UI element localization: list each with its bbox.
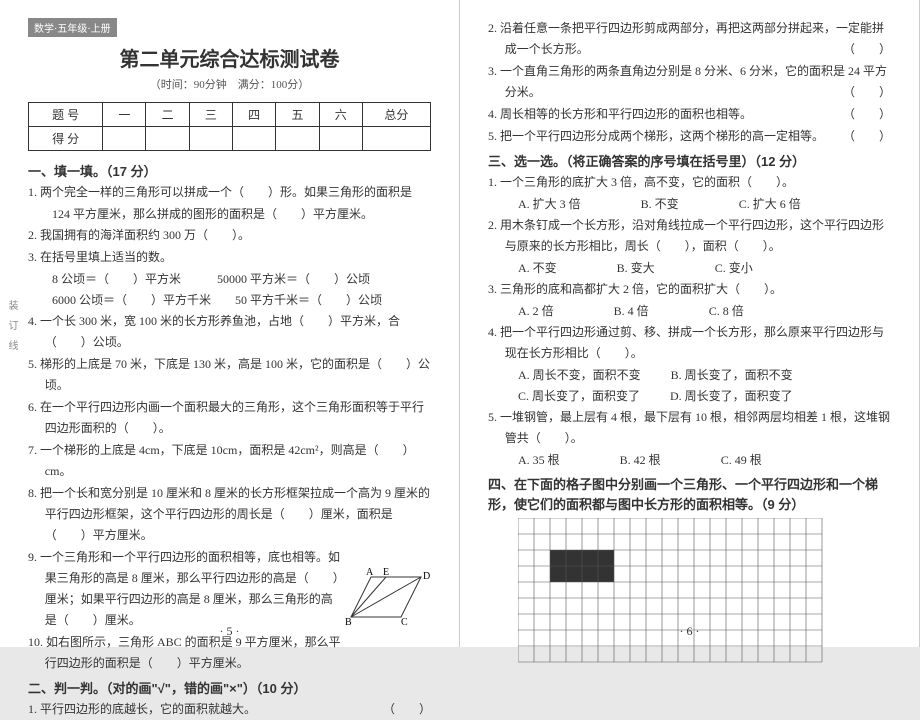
section-2: 二、判一判。（对的画"√"，错的画"×"）（10 分） [28,678,431,697]
blank-paren: （ ） [860,39,891,60]
score-header-cell: 六 [319,103,362,127]
parallelogram-figure: A E D B C [341,567,431,627]
q2-3-text: 3. 一个直角三角形的两条直角边分别是 8 分米、6 分米，它的面积是 24 平… [488,64,887,99]
score-header-cell: 总分 [362,103,430,127]
q3-1-options: A. 扩大 3 倍 B. 不变 C. 扩大 6 倍 [488,194,891,215]
opt-c: C. 扩大 6 倍 [739,194,801,215]
score-header-cell: 一 [103,103,146,127]
q3-3: 3. 三角形的底和高都扩大 2 倍，它的面积扩大（ ）。 [488,279,891,300]
q2-3: 3. 一个直角三角形的两条直角边分别是 8 分米、6 分米，它的面积是 24 平… [488,61,891,103]
opt-a: A. 周长不变，面积不变 [518,365,641,386]
q1-5: 5. 梯形的上底是 70 米，下底是 130 米，高是 100 米，它的面积是（… [28,354,431,396]
q1-1b: 124 平方厘米，那么拼成的图形的面积是（ ）平方厘米。 [28,204,431,225]
label-A: A [366,567,374,578]
q3-5: 5. 一堆钢管，最上层有 4 根，最下层有 10 根，相邻两层均相差 1 根，这… [488,407,891,449]
q3-2: 2. 用木条钉成一个长方形，沿对角线拉成一个平行四边形，这个平行四边形与原来的长… [488,215,891,257]
opt-c: C. 周长变了，面积变了 [518,386,640,407]
q3-4: 4. 把一个平行四边形通过剪、移、拼成一个长方形，那么原来平行四边形与现在长方形… [488,322,891,364]
q2-4-text: 4. 周长相等的长方形和平行四边形的面积也相等。 [488,107,752,121]
q3-3-options: A. 2 倍 B. 4 倍 C. 8 倍 [488,301,891,322]
binding-mark: 装 订 线 [4,300,19,350]
q2-2: 2. 沿着任意一条把平行四边形剪成两部分，再把这两部分拼起来，一定能拼成一个长方… [488,18,891,60]
section-4: 四、在下面的格子图中分别画一个三角形、一个平行四边形和一个梯形，使它们的面积都与… [488,475,891,514]
blank-paren: （ ） [400,699,431,720]
grade-badge: 数学·五年级·上册 [28,18,117,37]
q1-9: 9. 一个三角形和一个平行四边形的面积相等，底也相等。如果三角形的高是 8 厘米… [28,547,342,631]
opt-a: A. 不变 [518,258,557,279]
section-1: 一、填一填。（17 分） [28,161,431,180]
opt-a: A. 2 倍 [518,301,554,322]
opt-b: B. 42 根 [620,450,661,471]
blank-paren: （ ） [860,126,891,147]
opt-b: B. 周长变了，面积不变 [671,365,793,386]
q3-2-options: A. 不变 B. 变大 C. 变小 [488,258,891,279]
label-D: D [423,571,430,582]
score-header-row: 题 号 一 二 三 四 五 六 总分 [29,103,431,127]
opt-a: A. 扩大 3 倍 [518,194,581,215]
q1-4: 4. 一个长 300 米，宽 100 米的长方形养鱼池，占地（ ）平方米，合（ … [28,311,431,353]
q1-6: 6. 在一个平行四边形内画一个面积最大的三角形，这个三角形面积等于平行四边形面积… [28,397,431,439]
score-header-cell: 题 号 [29,103,103,127]
opt-c: C. 8 倍 [709,301,744,322]
q3-1: 1. 一个三角形的底扩大 3 倍，高不变，它的面积（ ）。 [488,172,891,193]
q1-3: 3. 在括号里填上适当的数。 [28,247,431,268]
page-number-right: · 6 · [460,624,919,639]
score-value-row: 得 分 [29,127,431,151]
q1-8: 8. 把一个长和宽分别是 10 厘米和 8 厘米的长方形框架拉成一个高为 9 厘… [28,483,431,546]
q2-2-text: 2. 沿着任意一条把平行四边形剪成两部分，再把这两部分拼起来，一定能拼成一个长方… [488,21,884,56]
blank-paren: （ ） [860,104,891,125]
test-subtitle: （时间：90分钟 满分：100分） [28,76,431,92]
q1-3a: 8 公顷＝（ ）平方米 50000 平方米＝（ ）公顷 [28,269,431,290]
q3-5-options: A. 35 根 B. 42 根 C. 49 根 [488,450,891,471]
q2-5-text: 5. 把一个平行四边形分成两个梯形，这两个梯形的高一定相等。 [488,129,824,143]
q3-4-options-1: A. 周长不变，面积不变 B. 周长变了，面积不变 [488,365,891,386]
q2-1-text: 1. 平行四边形的底越长，它的面积就越大。 [28,702,256,716]
page-right: 2. 沿着任意一条把平行四边形剪成两部分，再把这两部分拼起来，一定能拼成一个长方… [460,0,920,647]
score-row-label: 得 分 [29,127,103,151]
opt-d: D. 周长变了，面积变了 [670,386,793,407]
score-header-cell: 四 [233,103,276,127]
q1-1: 1. 两个完全一样的三角形可以拼成一个（ ）形。如果三角形的面积是 [28,182,431,203]
opt-b: B. 变大 [617,258,655,279]
grid-figure [518,518,823,663]
opt-c: C. 变小 [715,258,753,279]
q2-4: 4. 周长相等的长方形和平行四边形的面积也相等。 （ ） [488,104,891,125]
opt-b: B. 4 倍 [614,301,649,322]
opt-a: A. 35 根 [518,450,560,471]
test-title: 第二单元综合达标测试卷 [28,43,431,72]
section-3: 三、选一选。（将正确答案的序号填在括号里）（12 分） [488,151,891,170]
score-header-cell: 五 [276,103,319,127]
q2-5: 5. 把一个平行四边形分成两个梯形，这两个梯形的高一定相等。 （ ） [488,126,891,147]
opt-b: B. 不变 [641,194,679,215]
q1-7: 7. 一个梯形的上底是 4cm，下底是 10cm，面积是 42cm²，则高是（ … [28,440,431,482]
opt-c: C. 49 根 [721,450,762,471]
page-number-left: · 5 · [0,624,459,639]
q1-3b: 6000 公顷＝（ ）平方千米 50 平方千米＝（ ）公顷 [28,290,431,311]
label-E: E [383,567,389,578]
score-header-cell: 三 [189,103,232,127]
blank-paren: （ ） [860,82,891,103]
q3-4-options-2: C. 周长变了，面积变了 D. 周长变了，面积变了 [488,386,891,407]
q1-2: 2. 我国拥有的海洋面积约 300 万（ ）。 [28,225,431,246]
score-header-cell: 二 [146,103,189,127]
page-left: 装 订 线 数学·五年级·上册 第二单元综合达标测试卷 （时间：90分钟 满分：… [0,0,460,647]
score-table: 题 号 一 二 三 四 五 六 总分 得 分 [28,102,431,151]
q2-1: 1. 平行四边形的底越长，它的面积就越大。 （ ） [28,699,431,720]
